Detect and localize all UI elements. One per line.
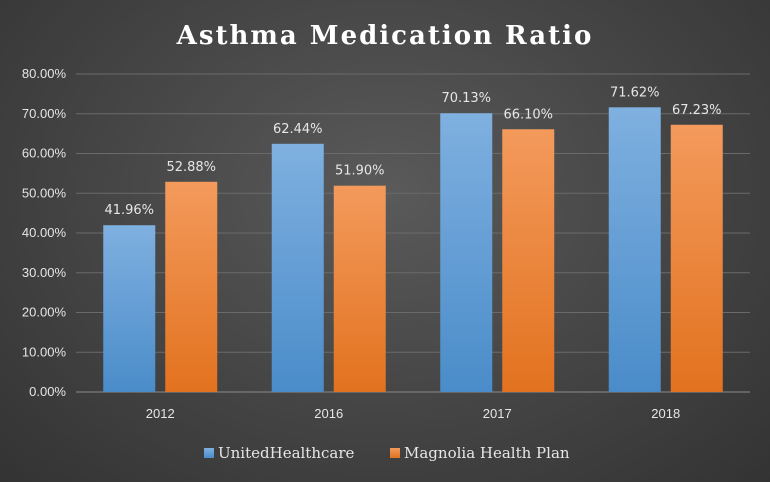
y-tick-label: 50.00% — [22, 185, 67, 200]
y-tick-label: 60.00% — [22, 146, 67, 161]
data-label-magnolia-health-plan-2012: 52.88% — [166, 160, 216, 175]
legend-swatch-magnolia-health-plan — [390, 448, 400, 458]
y-tick-label: 40.00% — [22, 225, 67, 240]
y-tick-label: 70.00% — [22, 106, 67, 121]
x-tick-label: 2017 — [483, 406, 512, 421]
legend: UnitedHealthcare Magnolia Health Plan — [204, 444, 570, 462]
y-tick-label: 10.00% — [22, 344, 67, 359]
data-label-unitedhealthcare-2016: 62.44% — [273, 122, 323, 137]
bar-unitedhealthcare-2018 — [608, 107, 661, 393]
bar-unitedhealthcare-2016 — [271, 143, 324, 392]
data-label-unitedhealthcare-2017: 70.13% — [441, 91, 491, 106]
bar-unitedhealthcare-2012 — [103, 225, 156, 392]
data-label-magnolia-health-plan-2017: 66.10% — [503, 107, 553, 122]
data-label-magnolia-health-plan-2018: 67.23% — [672, 103, 722, 118]
legend-label-unitedhealthcare: UnitedHealthcare — [218, 444, 355, 462]
legend-label-magnolia-health-plan: Magnolia Health Plan — [404, 444, 570, 462]
bars — [103, 107, 723, 393]
y-tick-label: 0.00% — [29, 384, 66, 399]
bar-magnolia-health-plan-2016 — [333, 185, 386, 392]
x-axis-ticks: 2012 2016 2017 2018 — [146, 406, 680, 421]
bar-magnolia-health-plan-2012 — [165, 181, 218, 392]
bar-unitedhealthcare-2017 — [440, 113, 493, 393]
data-label-unitedhealthcare-2012: 41.96% — [104, 203, 154, 218]
x-tick-label: 2012 — [146, 406, 175, 421]
data-label-unitedhealthcare-2018: 71.62% — [610, 85, 660, 100]
data-labels: 41.96% 52.88% 62.44% 51.90% 70.13% 66.10% 71.6… — [104, 85, 721, 218]
bar-magnolia-health-plan-2018 — [670, 124, 723, 393]
legend-swatch-unitedhealthcare — [204, 448, 214, 458]
x-tick-label: 2016 — [314, 406, 343, 421]
y-tick-label: 20.00% — [22, 305, 67, 320]
y-tick-label: 30.00% — [22, 265, 67, 280]
y-axis-ticks: 0.00% 10.00% 20.00% 30.00% 40.00% 50.00% 60.00… — [22, 66, 67, 399]
y-tick-label: 80.00% — [22, 66, 67, 81]
chart-title: Asthma Medication Ratio — [176, 21, 594, 51]
x-tick-label: 2018 — [651, 406, 680, 421]
data-label-magnolia-health-plan-2016: 51.90% — [335, 164, 385, 179]
bar-magnolia-health-plan-2017 — [502, 129, 555, 392]
